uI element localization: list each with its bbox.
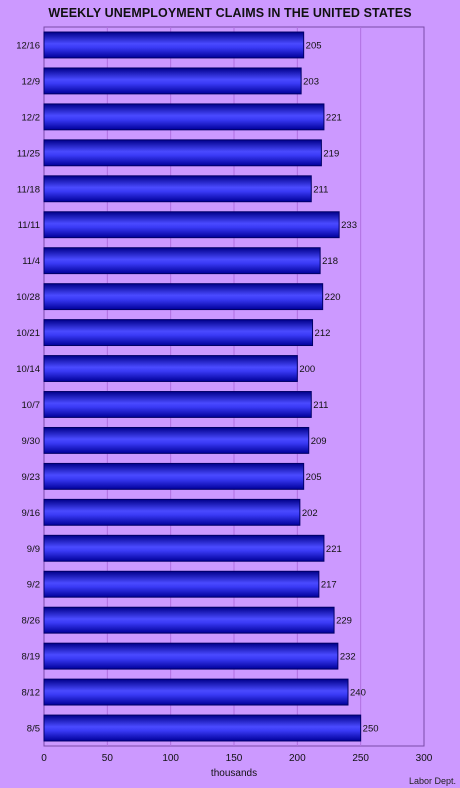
y-tick-label: 10/21 xyxy=(16,328,40,339)
bar xyxy=(43,175,312,203)
data-label: 211 xyxy=(313,400,328,411)
bar xyxy=(43,283,324,311)
x-tick-label: 50 xyxy=(102,753,114,764)
data-label: 219 xyxy=(323,148,339,159)
bar xyxy=(43,355,298,382)
y-tick-label: 11/18 xyxy=(17,184,40,195)
y-tick-label: 9/30 xyxy=(22,436,41,447)
data-label: 211 xyxy=(313,184,328,195)
data-label: 203 xyxy=(303,76,319,87)
y-tick-label: 9/23 xyxy=(22,472,41,483)
data-label: 217 xyxy=(321,580,337,591)
bar xyxy=(43,319,314,347)
bar xyxy=(43,31,305,59)
data-label: 202 xyxy=(302,508,318,519)
data-label: 233 xyxy=(341,220,357,231)
y-tick-label: 11/4 xyxy=(22,256,40,267)
y-tick-label: 11/11 xyxy=(18,220,40,231)
data-label: 221 xyxy=(326,112,342,123)
bar xyxy=(43,678,349,706)
bar xyxy=(43,462,305,490)
y-tick-label: 9/2 xyxy=(27,580,40,591)
y-tick-label: 12/9 xyxy=(22,76,41,87)
y-tick-label: 12/2 xyxy=(22,112,41,123)
data-label: 218 xyxy=(322,256,338,267)
bar xyxy=(43,247,321,275)
x-tick-label: 200 xyxy=(289,753,306,764)
bar xyxy=(43,642,339,670)
data-label: 232 xyxy=(340,652,356,663)
y-tick-label: 8/19 xyxy=(22,652,41,663)
y-tick-label: 8/26 xyxy=(22,616,41,627)
y-tick-label: 8/5 xyxy=(27,724,40,735)
chart-title: WEEKLY UNEMPLOYMENT CLAIMS IN THE UNITED… xyxy=(48,6,412,20)
y-tick-label: 10/28 xyxy=(16,292,40,303)
data-label: 240 xyxy=(350,688,366,699)
x-tick-label: 300 xyxy=(416,753,433,764)
data-label: 221 xyxy=(326,544,342,555)
data-label: 200 xyxy=(299,364,315,375)
x-tick-label: 100 xyxy=(162,753,179,764)
bar xyxy=(43,534,325,562)
data-label: 250 xyxy=(363,724,379,735)
bar xyxy=(43,391,312,418)
bar xyxy=(43,606,335,634)
bar xyxy=(43,67,302,95)
bar xyxy=(43,570,320,598)
x-axis-label: thousands xyxy=(210,768,258,779)
y-tick-label: 11/25 xyxy=(17,148,40,159)
y-tick-label: 9/16 xyxy=(22,508,41,519)
x-tick-label: 150 xyxy=(226,753,243,764)
data-label: 212 xyxy=(315,328,331,339)
source-note: Labor Dept. xyxy=(408,776,456,786)
data-label: 205 xyxy=(306,40,322,51)
y-tick-label: 10/14 xyxy=(16,364,40,375)
bar xyxy=(43,498,301,526)
y-tick-label: 12/16 xyxy=(16,40,40,51)
bar xyxy=(43,211,340,239)
x-tick-label: 0 xyxy=(41,753,47,764)
bar xyxy=(43,714,362,742)
bar xyxy=(43,103,325,131)
data-label: 205 xyxy=(306,472,322,483)
y-tick-label: 8/12 xyxy=(22,688,41,699)
x-tick-label: 250 xyxy=(352,753,369,764)
bar xyxy=(43,139,322,167)
y-tick-label: 9/9 xyxy=(27,544,40,555)
data-label: 209 xyxy=(311,436,327,447)
bar xyxy=(43,426,310,454)
data-label: 220 xyxy=(325,292,341,303)
y-tick-label: 10/7 xyxy=(22,400,41,411)
data-label: 229 xyxy=(336,616,352,627)
